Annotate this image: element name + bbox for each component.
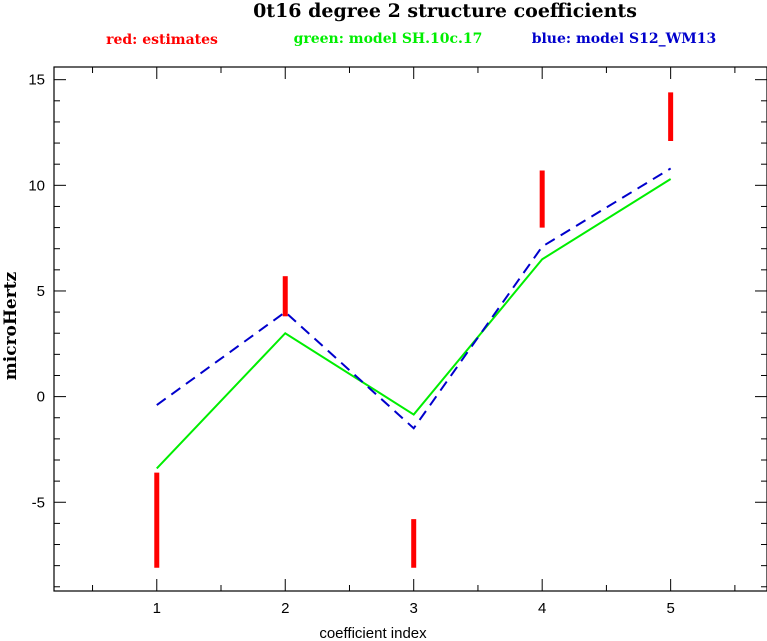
y-tick-label: 10	[28, 177, 45, 194]
y-tick-label: 15	[28, 72, 45, 89]
x-tick-label: 4	[538, 600, 546, 617]
legend-series-blue: blue: model S12_WM13	[532, 31, 717, 47]
series-line-blue	[156, 167, 672, 430]
x-tick-label: 3	[410, 600, 418, 617]
y-tick-label: 5	[37, 283, 45, 300]
x-tick-label: 2	[281, 600, 289, 617]
plot-frame	[53, 66, 767, 592]
axis-ticks	[54, 67, 767, 591]
y-tick-label: -5	[32, 494, 45, 511]
series-line-green	[156, 178, 672, 470]
legend-estimates: red: estimates	[106, 32, 218, 48]
x-tick-label: 5	[666, 600, 674, 617]
estimate-bars	[154, 92, 674, 568]
series-lines	[156, 167, 672, 470]
y-tick-label: 0	[37, 389, 45, 406]
legend-series-green: green: model SH.10c.17	[294, 31, 483, 47]
y-axis-label: microHertz	[1, 271, 21, 380]
x-tick-label: 1	[153, 600, 161, 617]
x-tick-labels: 1 2 3 4 5	[153, 600, 675, 617]
y-tick-labels: -5 0 5 10 15	[28, 72, 45, 512]
chart-title: 0t16 degree 2 structure coefficients	[253, 0, 637, 22]
x-axis-label: coefficient index	[319, 625, 427, 641]
